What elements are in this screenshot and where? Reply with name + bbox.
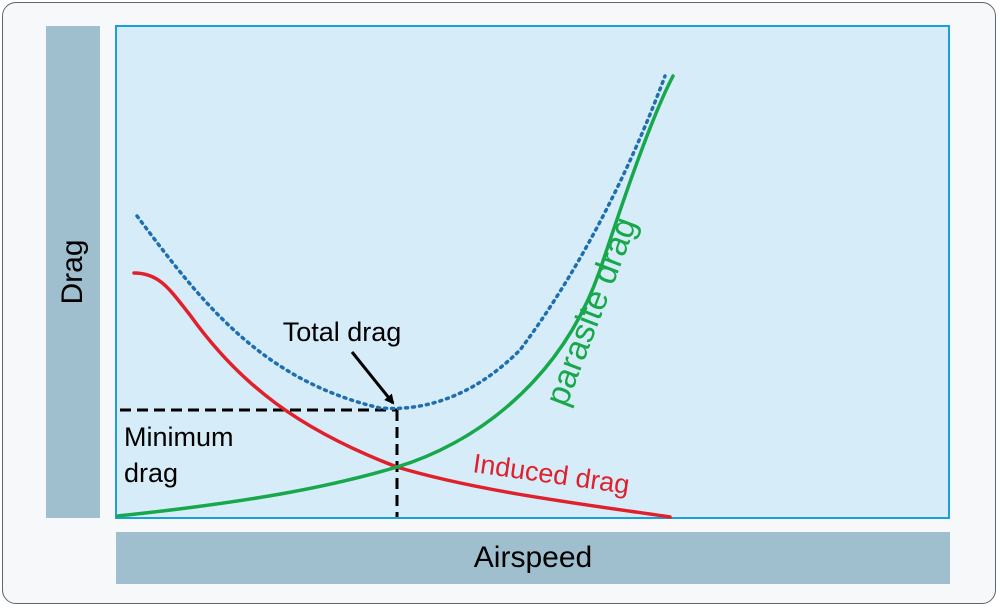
total-drag-arrow: [350, 351, 395, 405]
parasite-drag-curve: [116, 74, 675, 518]
plot-area: [115, 25, 950, 519]
y-axis-bar: [46, 26, 100, 518]
minimum-drag-label-line1: Minimum: [124, 422, 234, 452]
induced-drag-curve: [132, 271, 672, 519]
total-drag-curve: [135, 74, 667, 411]
minimum-drag-label-line2: drag: [124, 458, 178, 488]
total-drag-label: Total drag: [283, 317, 402, 347]
x-axis-label: Airspeed: [473, 541, 593, 574]
x-axis-bar: Airspeed: [116, 532, 950, 584]
